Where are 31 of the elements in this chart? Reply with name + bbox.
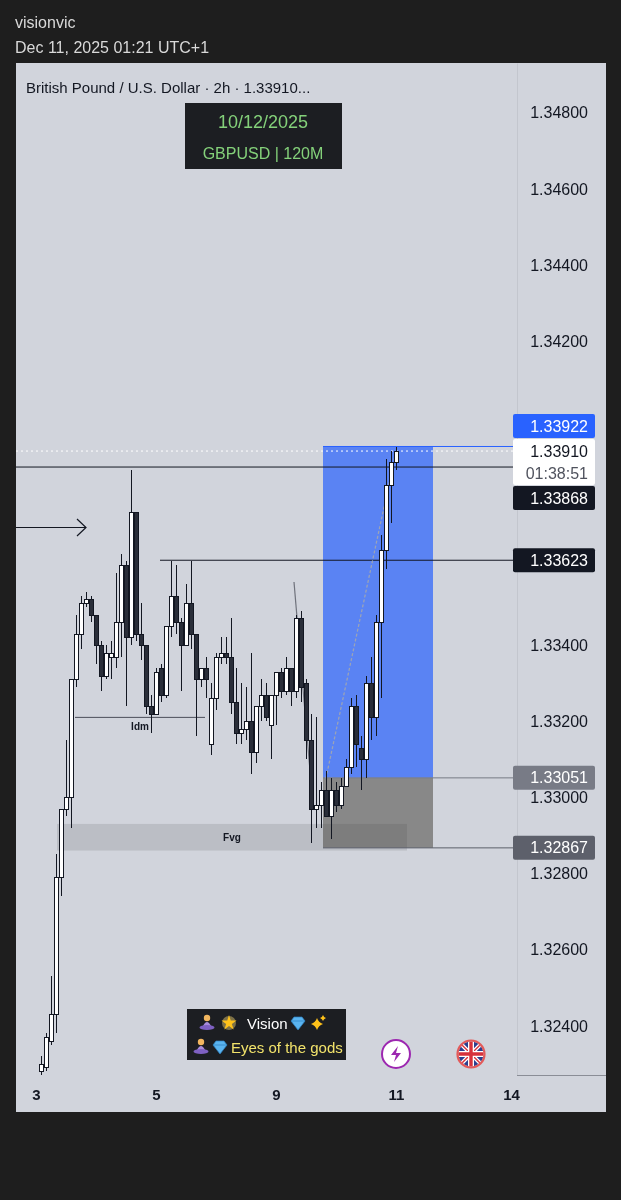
x-tick-label: 9	[272, 1085, 281, 1103]
text: visionvic	[15, 14, 76, 31]
y-tick-label: 1.32400	[530, 1017, 589, 1035]
y-tick-label: 1.32600	[530, 941, 589, 959]
annotation: 10/12/2025	[217, 112, 309, 132]
y-tick-label: 1.33200	[530, 713, 589, 731]
ref-line-label: Idm	[131, 721, 149, 733]
band-label: Fvg	[223, 831, 241, 843]
x-tick-label: 14	[503, 1085, 521, 1103]
y-tick-label: 1.34800	[530, 104, 589, 122]
ref-line-label: 1.33868	[530, 489, 589, 507]
annotation: Vision	[247, 1015, 288, 1032]
y-tick-label: 1.33000	[530, 789, 589, 807]
y-tick-label: 1.34400	[530, 256, 589, 274]
y-tick-label: 1.34200	[530, 332, 589, 350]
annotation: Eyes of the gods	[231, 1039, 343, 1056]
ref-line-label: 1.33051	[530, 769, 589, 787]
ref-line-label: 1.33623	[530, 551, 589, 569]
ref-line-label: 1.32867	[530, 839, 589, 857]
text: Dec 11, 2025 01:21 UTC+1	[15, 39, 210, 56]
x-tick-label: 5	[152, 1085, 161, 1103]
ref-line-label: 1.33910	[530, 442, 589, 460]
y-tick-label: 1.32800	[530, 865, 589, 883]
annotation: GBPUSD | 120M	[202, 145, 324, 162]
x-tick-label: 11	[388, 1085, 405, 1103]
ref-line-label: 1.33922	[530, 417, 589, 435]
text: 01:38:51	[525, 464, 589, 482]
y-tick-label: 1.33400	[530, 637, 589, 655]
text: British Pound / U.S. Dollar · 2h · 1.33910...	[26, 79, 311, 96]
x-tick-label: 3	[32, 1085, 41, 1103]
y-tick-label: 1.34600	[530, 180, 589, 198]
